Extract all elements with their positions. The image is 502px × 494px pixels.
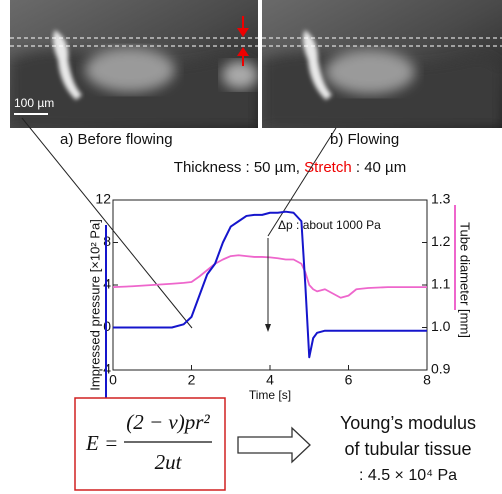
- result-line: Young’s modulus: [340, 413, 476, 433]
- annotation: Δp : about 1000 Pa: [278, 218, 381, 232]
- equation-lhs: E =: [85, 431, 118, 455]
- caption: a) Before flowing: [60, 131, 173, 148]
- image-flowing: [262, 0, 502, 128]
- caption: b) Flowing: [330, 131, 399, 148]
- stretch: Stretch: [304, 159, 352, 176]
- equation-box: [74, 397, 226, 491]
- pointer: [267, 127, 337, 237]
- conditions: Thickness : 50 µm, Stretch : 40 µm: [174, 159, 406, 176]
- y-tick-label: 8: [103, 233, 111, 249]
- annotation-arrowhead: [265, 324, 271, 332]
- thickness-arrows: [237, 16, 249, 66]
- stretch-value: : 40 µm: [356, 159, 406, 176]
- y-tick-label: 12: [95, 191, 111, 207]
- y2-tick-label: 1.2: [431, 233, 451, 249]
- y2-tick-label: 1.1: [431, 276, 451, 292]
- x-axis-label: Time [s]: [249, 388, 291, 402]
- x-tick-label: 0: [109, 372, 117, 388]
- data-line: [112, 254, 427, 299]
- x-tick-label: 6: [345, 372, 353, 388]
- y2-tick-label: 1.0: [431, 318, 451, 334]
- y-tick-label: 4: [103, 276, 111, 292]
- image-before: [10, 0, 258, 128]
- x-tick-label: 2: [188, 372, 196, 388]
- y2-tick-label: 0.9: [431, 361, 451, 377]
- equation-numerator: (2 − ν)pr²: [126, 410, 210, 434]
- y2-axis-label: Tube diameter [mm]: [458, 222, 473, 338]
- scale-label: 100 µm: [14, 96, 54, 110]
- data-line: [113, 210, 427, 359]
- y-axis-label: Impressed pressure [×10² Pa]: [87, 219, 102, 391]
- result-line: : 4.5 × 10⁴ Pa: [359, 467, 457, 484]
- pointer: [21, 117, 193, 329]
- thickness: Thickness : 50 µm,: [174, 159, 300, 176]
- y-tick-label: -4: [99, 361, 112, 377]
- result-line: of tubular tissue: [344, 439, 471, 459]
- equation-denominator: 2ut: [155, 450, 183, 474]
- x-tick-label: 8: [423, 372, 431, 388]
- y-tick-label: 0: [103, 318, 111, 334]
- implies-arrow: [237, 426, 311, 464]
- x-tick-label: 4: [266, 372, 274, 388]
- y2-tick-label: 1.3: [431, 191, 451, 207]
